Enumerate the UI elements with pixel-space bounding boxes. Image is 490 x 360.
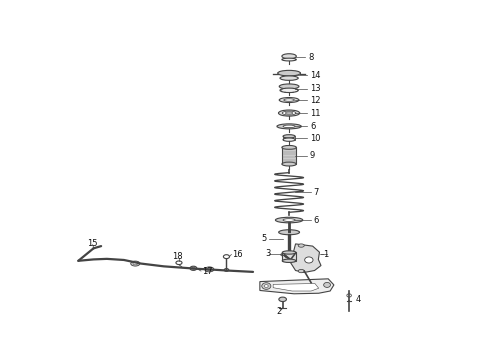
- Ellipse shape: [277, 124, 301, 129]
- Ellipse shape: [176, 261, 182, 265]
- Ellipse shape: [207, 268, 212, 271]
- Text: 3: 3: [266, 249, 271, 258]
- Text: 13: 13: [310, 84, 320, 93]
- Text: 7: 7: [314, 188, 319, 197]
- Ellipse shape: [283, 135, 295, 138]
- Ellipse shape: [305, 257, 313, 263]
- Ellipse shape: [282, 259, 296, 262]
- Ellipse shape: [284, 99, 294, 101]
- Ellipse shape: [278, 70, 300, 76]
- Ellipse shape: [275, 217, 303, 223]
- Text: 5: 5: [261, 234, 267, 243]
- Ellipse shape: [280, 88, 298, 93]
- Polygon shape: [273, 284, 318, 291]
- Ellipse shape: [224, 269, 229, 271]
- Ellipse shape: [262, 283, 271, 289]
- Ellipse shape: [265, 285, 268, 287]
- Ellipse shape: [279, 230, 299, 235]
- Bar: [282, 252, 296, 261]
- Text: 2: 2: [276, 307, 281, 316]
- Text: 1: 1: [323, 250, 328, 259]
- Ellipse shape: [298, 269, 304, 273]
- Ellipse shape: [205, 267, 214, 272]
- Ellipse shape: [133, 262, 138, 265]
- Ellipse shape: [280, 76, 298, 80]
- Ellipse shape: [282, 58, 296, 61]
- Ellipse shape: [283, 138, 295, 141]
- Text: 14: 14: [310, 71, 320, 80]
- Text: 11: 11: [310, 109, 320, 118]
- Ellipse shape: [285, 112, 293, 114]
- Ellipse shape: [282, 111, 296, 115]
- Ellipse shape: [279, 297, 287, 302]
- Text: 16: 16: [232, 250, 243, 259]
- Ellipse shape: [283, 125, 295, 127]
- Text: 17: 17: [202, 266, 212, 275]
- Text: 6: 6: [314, 216, 319, 225]
- Ellipse shape: [324, 283, 330, 287]
- Ellipse shape: [283, 219, 295, 221]
- Text: 15: 15: [87, 239, 98, 248]
- Text: 4: 4: [356, 295, 361, 304]
- Ellipse shape: [282, 251, 296, 254]
- Ellipse shape: [298, 244, 304, 247]
- Ellipse shape: [192, 267, 195, 269]
- Text: 12: 12: [310, 95, 320, 104]
- Ellipse shape: [282, 145, 296, 149]
- Polygon shape: [260, 279, 334, 294]
- Text: 9: 9: [310, 151, 315, 160]
- Ellipse shape: [282, 162, 296, 166]
- Text: 18: 18: [172, 252, 182, 261]
- Ellipse shape: [279, 98, 299, 103]
- Bar: [282, 148, 296, 164]
- Ellipse shape: [190, 266, 197, 270]
- Polygon shape: [291, 244, 321, 273]
- Ellipse shape: [347, 294, 351, 297]
- Text: 6: 6: [310, 122, 316, 131]
- Ellipse shape: [131, 261, 140, 266]
- Text: 10: 10: [310, 134, 320, 143]
- Ellipse shape: [281, 253, 286, 256]
- Text: 8: 8: [308, 53, 314, 62]
- Ellipse shape: [278, 110, 300, 116]
- Ellipse shape: [223, 255, 229, 258]
- Ellipse shape: [279, 84, 299, 89]
- Ellipse shape: [282, 54, 296, 59]
